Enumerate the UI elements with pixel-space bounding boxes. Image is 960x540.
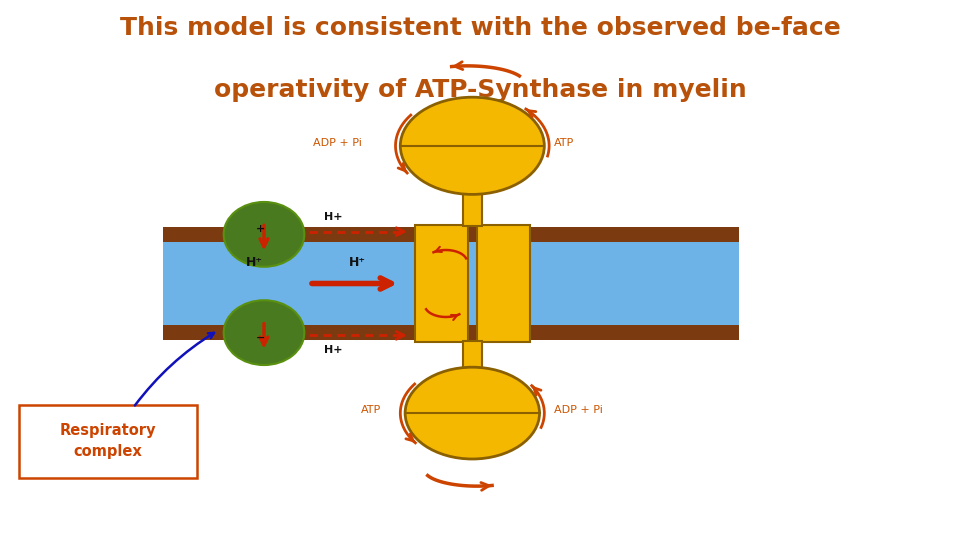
Text: This model is consistent with the observed be-face: This model is consistent with the observ…: [120, 16, 840, 40]
Text: ADP + Pi: ADP + Pi: [313, 138, 362, 148]
Text: +: +: [255, 224, 265, 234]
Ellipse shape: [405, 367, 540, 459]
Text: H+: H+: [324, 212, 342, 222]
Bar: [163, 325, 739, 340]
Text: −: −: [255, 333, 265, 343]
Text: ATP: ATP: [554, 138, 574, 148]
Text: H⁺: H⁺: [246, 256, 263, 269]
Text: ADP + Pi: ADP + Pi: [554, 406, 603, 415]
Bar: [463, 341, 482, 375]
Bar: [163, 227, 739, 340]
Bar: [415, 225, 468, 342]
Text: operativity of ATP-Synthase in myelin: operativity of ATP-Synthase in myelin: [214, 78, 746, 102]
Bar: [477, 225, 530, 342]
Text: Respiratory
complex: Respiratory complex: [60, 423, 156, 460]
Text: H⁺: H⁺: [348, 256, 366, 269]
Bar: [463, 186, 482, 226]
Ellipse shape: [224, 300, 304, 365]
FancyBboxPatch shape: [19, 405, 197, 478]
Ellipse shape: [224, 202, 304, 267]
Text: H+: H+: [324, 345, 342, 355]
Ellipse shape: [400, 97, 544, 194]
Text: ATP: ATP: [361, 406, 381, 415]
Bar: [163, 227, 739, 242]
